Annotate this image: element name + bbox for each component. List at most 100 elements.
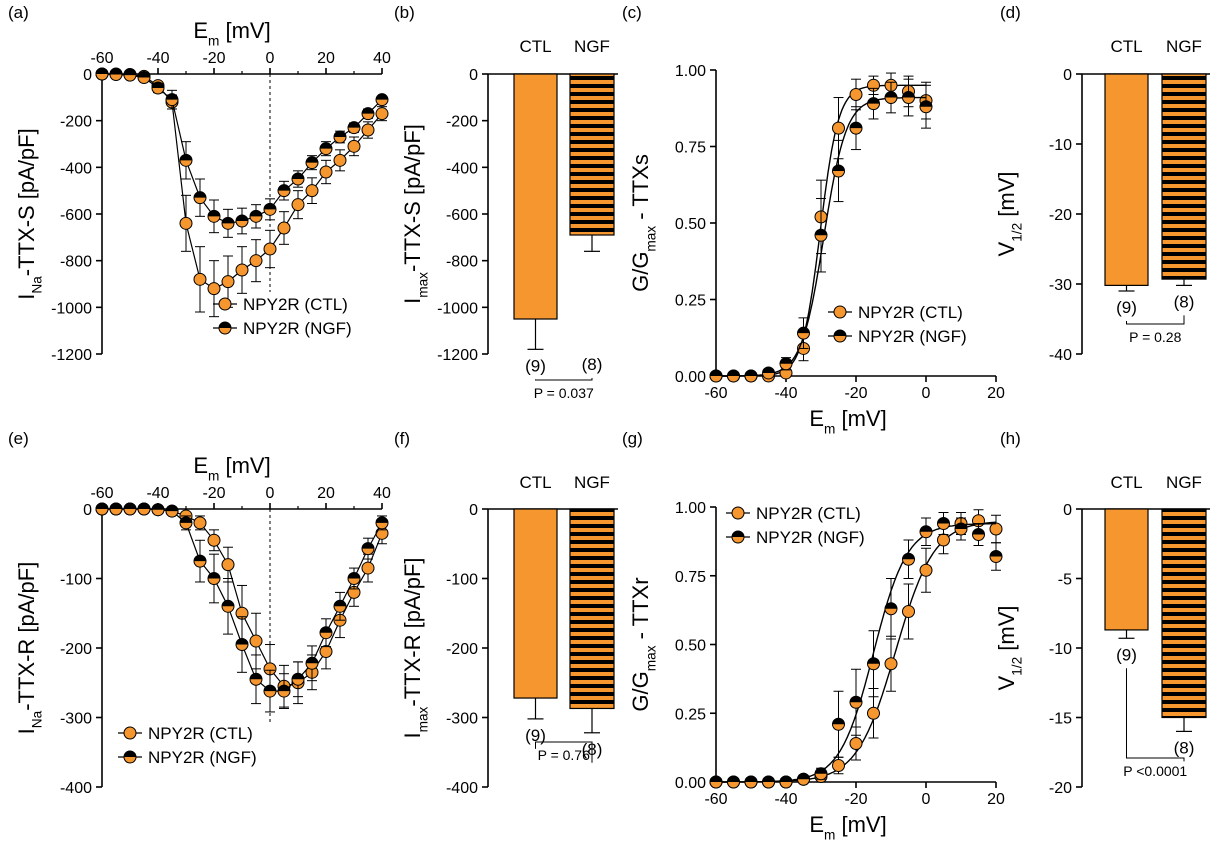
data-point-dot	[832, 759, 845, 772]
data-point	[95, 67, 109, 81]
data-point	[151, 81, 165, 95]
data-point-half	[867, 657, 880, 664]
data-point	[797, 772, 810, 786]
y-axis-title-unit: -TTX-R [pA/pF]	[14, 562, 39, 711]
data-point-dot	[235, 263, 249, 277]
data-point-dot	[361, 123, 375, 137]
series-ctl	[709, 509, 1003, 789]
y-tick-label: 0	[83, 502, 92, 519]
data-point	[263, 684, 277, 698]
panel-label: (a)	[8, 3, 29, 22]
x-axis-title: Em [mV]	[193, 453, 270, 484]
data-point	[937, 517, 950, 530]
category-label: CTL	[519, 37, 551, 56]
bar-ngf	[569, 73, 615, 236]
y-tick-label: 0.00	[675, 369, 706, 386]
y-tick-label: -100	[60, 572, 92, 589]
data-point	[109, 67, 123, 81]
x-tick-label: 20	[317, 485, 335, 502]
y-tick-label: -300	[446, 711, 478, 728]
bar-ngf	[569, 508, 615, 710]
data-point-dot	[319, 165, 333, 179]
n-label: (9)	[1116, 645, 1137, 664]
data-point-half	[278, 685, 290, 692]
data-point	[319, 142, 333, 156]
data-point	[849, 121, 863, 135]
y-tick-label: 0.75	[675, 569, 706, 586]
x-tick-label: 40	[373, 50, 391, 67]
category-label: NGF	[1166, 473, 1202, 492]
data-point	[361, 542, 375, 556]
y-tick-label: -15	[1049, 711, 1072, 728]
data-point-dot	[333, 153, 347, 167]
p-value-label: P = 0.76	[538, 747, 591, 763]
significance-bracket	[535, 741, 593, 763]
legend-marker	[218, 297, 232, 311]
data-point	[179, 516, 193, 530]
data-point-half	[920, 525, 932, 532]
data-point-dot	[221, 275, 235, 289]
data-point-half	[745, 776, 757, 782]
bar-ngf	[1161, 73, 1207, 280]
data-point	[361, 561, 375, 575]
x-tick-label: 0	[266, 485, 275, 502]
legend-label: NPY2R (CTL)	[148, 724, 253, 743]
data-point-dot	[319, 644, 333, 658]
data-point-half	[250, 673, 262, 680]
data-point	[319, 165, 333, 179]
y-axis-title-text: G/Gmax - TTXr	[628, 577, 659, 711]
y-tick-label: -1000	[437, 300, 478, 317]
p-value-label: P = 0.037	[534, 385, 594, 401]
x-tick-label: -60	[704, 385, 727, 402]
category-label: NGF	[574, 37, 610, 56]
y-tick-label: 0	[469, 67, 478, 84]
y-tick-label: -10	[1049, 641, 1072, 658]
data-point	[902, 605, 915, 618]
data-point-half	[292, 673, 304, 680]
data-point-half	[306, 657, 318, 664]
y-tick-label: -200	[60, 114, 92, 131]
data-point	[207, 209, 221, 223]
data-point-dot	[937, 533, 950, 547]
data-point	[954, 522, 968, 536]
data-point-half	[278, 184, 290, 191]
data-point	[207, 533, 221, 547]
data-point-half	[920, 100, 932, 107]
data-point-half	[885, 91, 897, 98]
series-ngf	[709, 78, 933, 383]
data-point-dot	[207, 282, 221, 296]
legend-label: NPY2R (CTL)	[756, 504, 861, 523]
data-point-half	[348, 121, 360, 128]
x-axis-title-text: Em [mV]	[809, 406, 886, 437]
data-point-half	[972, 528, 985, 535]
y-tick-label: 0.25	[675, 293, 706, 310]
data-point	[221, 216, 235, 230]
data-point	[989, 550, 1003, 563]
y-tick-label: -400	[446, 160, 478, 177]
chart-panel-a: (a)0-200-400-600-800-1000-1200-60 -40 -20 0…	[8, 3, 391, 364]
legend-marker	[123, 726, 137, 740]
chart-panel-b: (b) 0 -200 -400 -600 -800 -1000 -1200 Imax-TTX-S…	[394, 3, 618, 401]
y-axis-title-main: I	[400, 732, 425, 738]
data-point-dot	[193, 272, 207, 286]
data-point	[263, 202, 277, 216]
y-tick-label: -300	[60, 711, 92, 728]
data-point-half	[885, 602, 897, 609]
x-axis-title-sub: m	[824, 828, 835, 843]
data-point-half	[194, 555, 206, 562]
panel-label: (e)	[8, 429, 29, 448]
data-point	[814, 767, 828, 781]
data-point	[95, 502, 109, 516]
x-tick-label: -20	[202, 50, 225, 67]
y-axis-title-main: I	[14, 294, 39, 300]
x-axis-title: Em [mV]	[809, 406, 886, 437]
y-axis-title: V1/2 [mV]	[994, 172, 1025, 257]
data-point-half	[208, 572, 220, 579]
y-axis-title-unit: [mV]	[994, 172, 1019, 223]
data-point	[744, 369, 758, 383]
data-point	[249, 672, 263, 686]
y-axis-title-sub: 1/2	[1010, 223, 1025, 242]
data-point	[779, 775, 793, 789]
data-point	[919, 525, 933, 539]
data-point	[193, 272, 207, 286]
